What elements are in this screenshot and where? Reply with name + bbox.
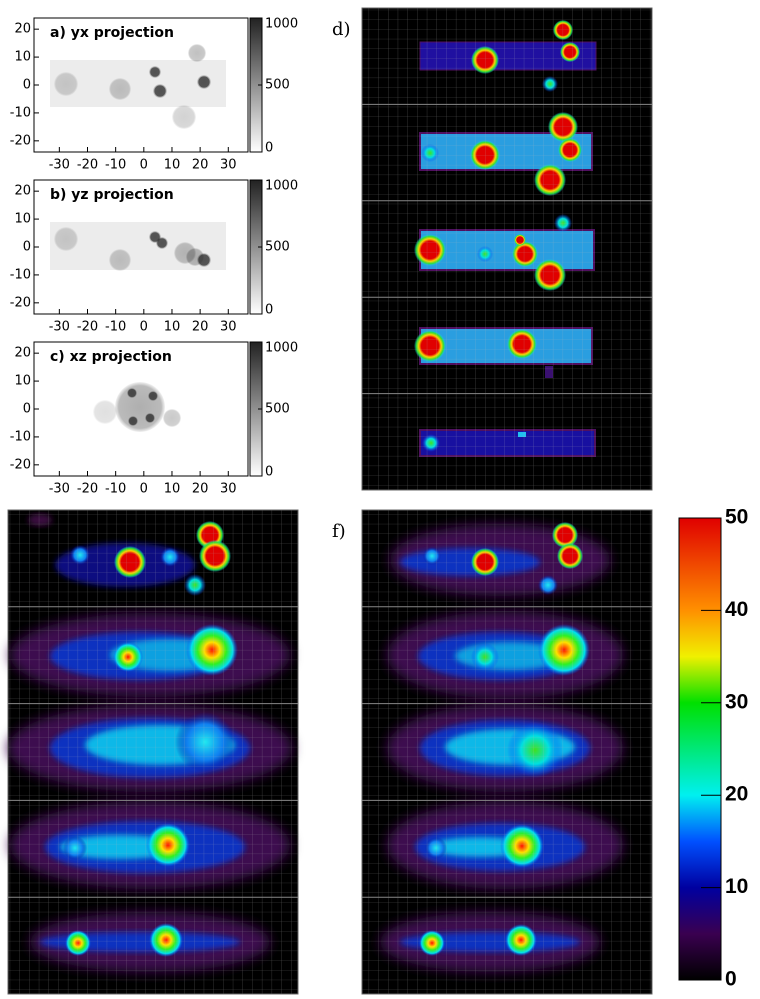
- colorbar-tick-label: 1000: [265, 341, 298, 356]
- x-tick-label: 0: [140, 320, 148, 335]
- projection-blob: [54, 72, 78, 96]
- colorbar-tick-label: 20: [725, 783, 748, 806]
- heatmap-panel: [361, 7, 653, 491]
- x-tick-label: -20: [77, 482, 98, 497]
- dense-spot: [157, 238, 167, 248]
- heatmap-panel: [7, 509, 299, 995]
- panel-title: a) yx projection: [50, 25, 174, 41]
- projection-blob: [109, 78, 131, 100]
- colorbar-tick-label: 500: [265, 240, 290, 255]
- x-tick-label: -20: [77, 320, 98, 335]
- panel-title: c) xz projection: [50, 349, 172, 365]
- y-tick-label: 10: [14, 374, 31, 389]
- y-tick-label: 0: [23, 78, 31, 93]
- colorbar-tick-label: 0: [265, 465, 273, 480]
- heatmap-grid: [7, 509, 299, 995]
- colorbar-tick-label: 50: [725, 506, 748, 529]
- y-tick-label: -20: [10, 295, 31, 310]
- heatmap-grid: [361, 7, 653, 491]
- colorbar-tick-label: 30: [725, 690, 748, 713]
- x-tick-label: 10: [164, 158, 181, 173]
- heatmap-panel: [361, 509, 653, 995]
- colorbar-tick-label: 0: [265, 303, 273, 318]
- x-tick-label: -30: [49, 320, 70, 335]
- y-tick-label: 20: [14, 184, 31, 199]
- dense-spot: [150, 232, 160, 242]
- dense-spot: [150, 67, 160, 77]
- y-tick-label: -10: [10, 105, 31, 120]
- dense-spot: [146, 414, 154, 422]
- projection-blob: [93, 400, 117, 424]
- projection-blob: [172, 105, 196, 129]
- projection-blob: [115, 382, 165, 432]
- y-tick-label: 10: [14, 212, 31, 227]
- colorbar-tick-label: 0: [725, 968, 737, 991]
- dense-spot: [149, 392, 157, 400]
- projection-blob: [163, 409, 181, 427]
- dense-spot: [198, 254, 210, 266]
- dense-spot: [198, 76, 210, 88]
- colorbar-tick-label: 500: [265, 402, 290, 417]
- colorbar-tick-label: 500: [265, 78, 290, 93]
- dense-spot: [129, 417, 137, 425]
- colorbar-tick-label: 10: [725, 875, 748, 898]
- x-tick-label: 0: [140, 158, 148, 173]
- colorbar: [678, 517, 722, 981]
- dense-spot: [154, 85, 166, 97]
- x-tick-label: -20: [77, 158, 98, 173]
- projection-blob: [188, 44, 206, 62]
- y-tick-label: -20: [10, 457, 31, 472]
- y-tick-label: -10: [10, 429, 31, 444]
- x-tick-label: 30: [220, 482, 237, 497]
- colorbar-tick-label: 40: [725, 598, 748, 621]
- y-tick-label: 0: [23, 402, 31, 417]
- x-tick-label: 10: [164, 482, 181, 497]
- projection-band: [50, 60, 226, 107]
- x-tick-label: -10: [105, 482, 126, 497]
- x-tick-label: 0: [140, 482, 148, 497]
- panel-label: d): [332, 19, 351, 40]
- x-tick-label: 10: [164, 320, 181, 335]
- y-tick-label: 10: [14, 50, 31, 65]
- y-tick-label: 20: [14, 22, 31, 37]
- heatmap-grid: [361, 509, 653, 995]
- y-tick-label: -10: [10, 267, 31, 282]
- panel-title: b) yz projection: [50, 187, 174, 203]
- y-tick-label: 0: [23, 240, 31, 255]
- projection-blob: [109, 249, 131, 271]
- y-tick-label: -20: [10, 133, 31, 148]
- dense-spot: [128, 389, 136, 397]
- x-tick-label: 20: [192, 482, 209, 497]
- x-tick-label: 30: [220, 320, 237, 335]
- x-tick-label: -10: [105, 320, 126, 335]
- x-tick-label: 30: [220, 158, 237, 173]
- y-tick-label: 20: [14, 346, 31, 361]
- x-tick-label: -30: [49, 158, 70, 173]
- x-tick-label: -30: [49, 482, 70, 497]
- x-tick-label: -10: [105, 158, 126, 173]
- colorbar-tick-label: 0: [265, 141, 273, 156]
- x-tick-label: 20: [192, 320, 209, 335]
- x-tick-label: 20: [192, 158, 209, 173]
- panel-label: f): [332, 521, 346, 542]
- colorbar-tick-label: 1000: [265, 17, 298, 32]
- projection-blob: [54, 227, 78, 251]
- colorbar-tick-label: 1000: [265, 179, 298, 194]
